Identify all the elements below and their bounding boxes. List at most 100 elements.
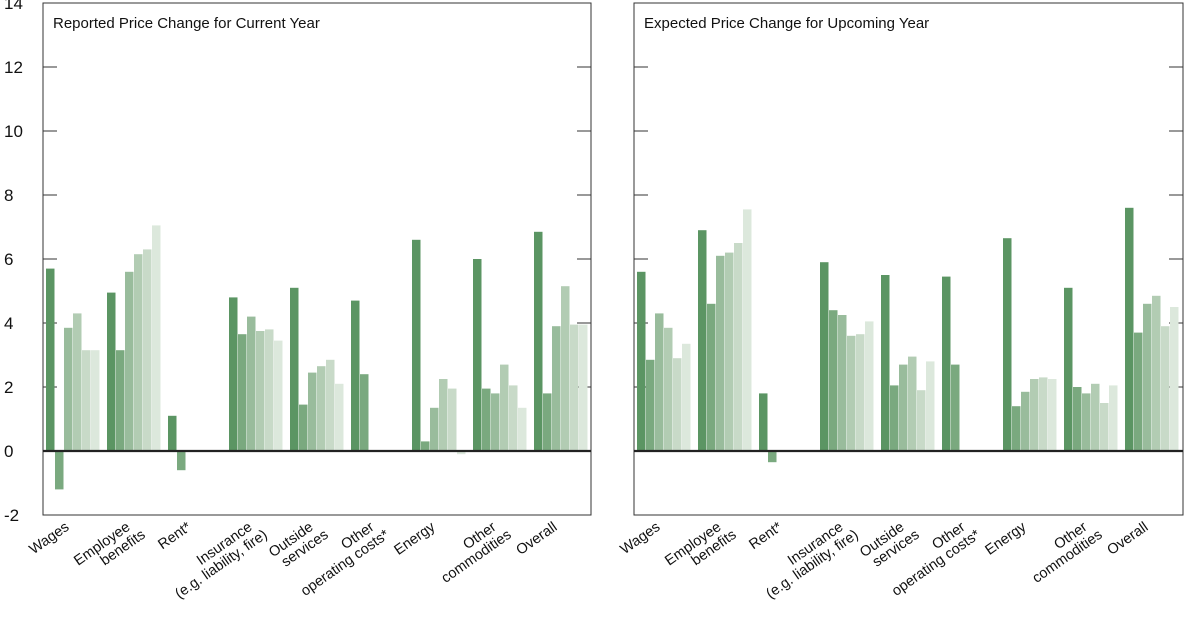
bar <box>561 286 570 451</box>
bar <box>917 390 926 451</box>
bar <box>326 359 335 451</box>
bar <box>820 262 829 451</box>
bar <box>534 231 543 451</box>
bar <box>881 275 890 451</box>
bar <box>238 334 247 451</box>
bar <box>1152 295 1161 451</box>
bar <box>637 271 646 451</box>
bar <box>509 385 518 451</box>
category-label-line: Overall <box>513 519 560 558</box>
bar <box>1091 383 1100 451</box>
y-tick-label: -2 <box>4 506 19 525</box>
bar <box>64 327 73 451</box>
bar <box>926 361 935 451</box>
bar <box>847 335 856 451</box>
bar <box>1012 406 1021 451</box>
bar <box>890 385 899 451</box>
bar <box>1021 391 1030 451</box>
category-label: Employeebenefits <box>662 515 739 582</box>
bar <box>1125 207 1134 451</box>
y-tick-label: 14 <box>4 0 23 13</box>
y-tick-label: 0 <box>4 442 13 461</box>
category-label-line: Overall <box>1104 519 1151 558</box>
bar <box>908 356 917 451</box>
bar <box>55 451 64 490</box>
category-label: Othercommodities <box>1021 515 1105 587</box>
category-label: Outsideservices <box>266 515 331 574</box>
bar <box>473 259 482 451</box>
bar <box>579 324 588 451</box>
bar <box>274 340 283 451</box>
bar <box>1100 403 1109 451</box>
bar <box>664 327 673 451</box>
category-label: Energy <box>391 519 438 559</box>
bar <box>1030 379 1039 451</box>
bar <box>168 415 177 451</box>
category-label-line: Energy <box>982 519 1029 559</box>
category-label: Employeebenefits <box>71 515 148 582</box>
bar <box>116 350 125 451</box>
bar <box>768 451 777 463</box>
bar <box>1170 307 1179 451</box>
y-tick-label: 6 <box>4 250 13 269</box>
panel-title: Expected Price Change for Upcoming Year <box>644 15 929 32</box>
bar <box>439 379 448 451</box>
bar <box>1064 287 1073 451</box>
bar <box>448 388 457 451</box>
bar <box>265 329 274 451</box>
bar <box>500 364 509 451</box>
category-label: Overall <box>513 519 560 558</box>
bar <box>899 364 908 451</box>
category-label: Outsideservices <box>857 515 922 574</box>
category-label-line: Energy <box>391 519 438 559</box>
bar <box>91 350 100 451</box>
category-label: Rent* <box>155 519 194 553</box>
bar <box>1039 377 1048 451</box>
category-label: Overall <box>1104 519 1151 558</box>
category-label: Wages <box>618 519 664 558</box>
bar <box>1048 379 1057 451</box>
bar <box>1109 385 1118 451</box>
category-label-line: Rent* <box>746 519 785 553</box>
bar <box>308 372 317 451</box>
bar <box>759 393 768 451</box>
category-label-line: Wages <box>618 519 664 558</box>
bar <box>412 239 421 451</box>
bar <box>421 441 430 451</box>
y-tick-label: 8 <box>4 186 13 205</box>
bar <box>229 297 238 451</box>
category-label: Othercommodities <box>430 515 514 587</box>
bar <box>491 393 500 451</box>
bar <box>46 268 55 451</box>
bar <box>256 331 265 451</box>
bar <box>655 313 664 451</box>
bar <box>134 254 143 451</box>
bar <box>125 271 134 451</box>
y-tick-label: 2 <box>4 378 13 397</box>
bar <box>743 209 752 451</box>
bar <box>552 326 561 451</box>
category-label: Wages <box>27 519 73 558</box>
bar <box>725 252 734 451</box>
bar <box>518 407 527 451</box>
bar <box>152 225 161 451</box>
bar <box>317 366 326 451</box>
bar <box>482 388 491 451</box>
bar <box>299 404 308 451</box>
y-axis-labels: 14 12 10 8 6 4 2 0 -2 <box>4 0 23 525</box>
panel-title: Reported Price Change for Current Year <box>53 15 320 32</box>
y-tick-label: 10 <box>4 122 23 141</box>
category-label-line: Rent* <box>155 519 194 553</box>
bar <box>698 230 707 451</box>
bar <box>457 451 466 455</box>
bar <box>143 249 152 451</box>
bar <box>1082 393 1091 451</box>
bar <box>865 321 874 451</box>
bar <box>290 287 299 451</box>
bar <box>430 407 439 451</box>
bar <box>1134 332 1143 451</box>
panel-upcoming-year: Expected Price Change for Upcoming Year W… <box>618 2 1184 602</box>
bar <box>942 276 951 451</box>
bar <box>335 383 344 451</box>
